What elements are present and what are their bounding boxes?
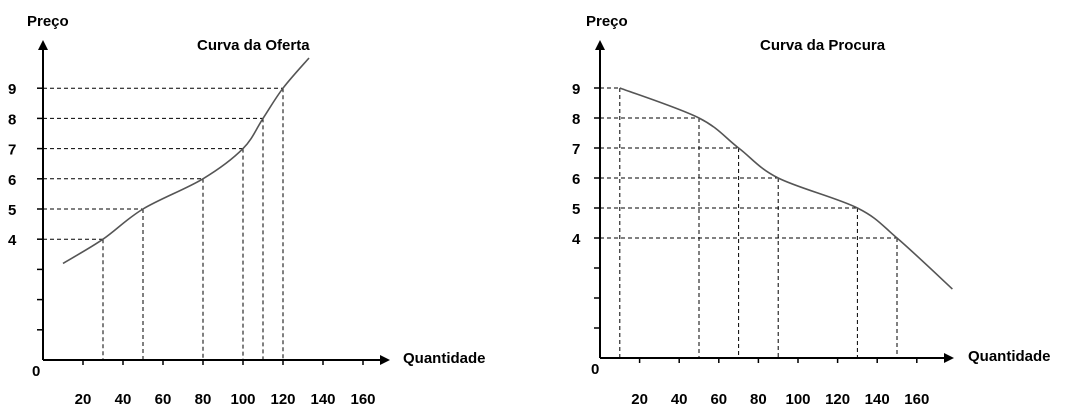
x-tick-label: 140 — [310, 391, 335, 407]
y-axis-label: Preço — [27, 13, 69, 30]
y-axis-label: Preço — [586, 13, 628, 30]
y-tick-label: 4 — [8, 232, 17, 249]
x-tick-label: 40 — [115, 391, 132, 407]
origin-label: 0 — [32, 363, 40, 380]
origin-label: 0 — [591, 361, 599, 378]
y-tick-label: 5 — [8, 202, 16, 219]
demand-chart: Preço Curva da Procura Quantidade 0 4 5 6 7 8 9 20… — [572, 13, 1051, 407]
x-tick-label: 20 — [75, 391, 92, 407]
x-tick-label: 80 — [750, 391, 767, 407]
y-tick-label: 6 — [8, 172, 16, 189]
x-tick-label: 140 — [865, 391, 890, 407]
x-tick-label: 40 — [671, 391, 688, 407]
y-tick-label: 8 — [8, 111, 16, 128]
x-tick-label: 100 — [785, 391, 810, 407]
x-tick-label: 160 — [904, 391, 929, 407]
y-tick-label: 9 — [8, 81, 16, 98]
curve-line — [619, 87, 953, 290]
x-axis-label: Quantidade — [403, 350, 486, 367]
x-tick-label: 160 — [350, 391, 375, 407]
x-tick-label: 60 — [155, 391, 172, 407]
x-tick-label: 120 — [825, 391, 850, 407]
y-tick-label: 4 — [572, 231, 581, 248]
x-tick-label: 80 — [195, 391, 212, 407]
y-tick-label: 7 — [8, 142, 16, 159]
chart-title: Curva da Procura — [760, 37, 886, 54]
supply-chart: Preço Curva da Oferta Quantidade 0 4 5 6 7 8 9 20 4… — [8, 13, 486, 407]
x-tick-label: 100 — [230, 391, 255, 407]
x-tick-label: 20 — [631, 391, 648, 407]
chart-title: Curva da Oferta — [197, 37, 310, 54]
curve-line — [62, 57, 310, 265]
y-tick-label: 5 — [572, 201, 580, 218]
y-tick-label: 8 — [572, 111, 580, 128]
y-tick-label: 7 — [572, 141, 580, 158]
x-axis-label: Quantidade — [968, 348, 1051, 365]
x-tick-label: 120 — [270, 391, 295, 407]
y-tick-label: 6 — [572, 171, 580, 188]
y-tick-label: 9 — [572, 81, 580, 98]
x-tick-label: 60 — [710, 391, 727, 407]
